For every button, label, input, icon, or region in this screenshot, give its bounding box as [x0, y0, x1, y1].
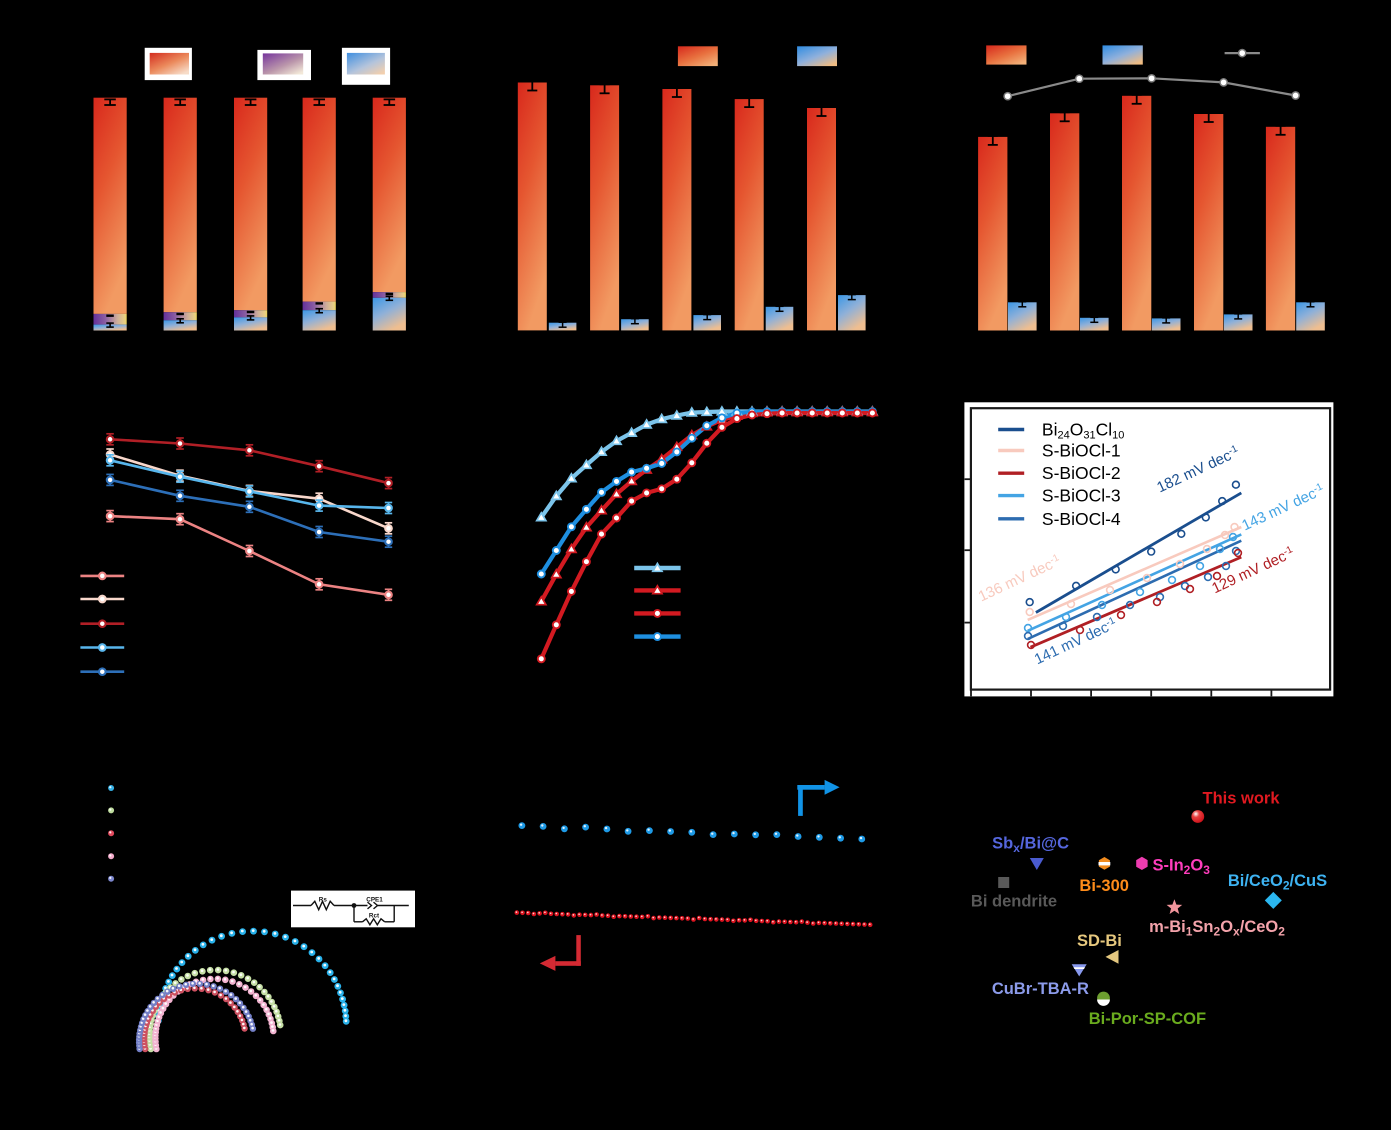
svg-text:Sbx/Bi@C: Sbx/Bi@C: [992, 835, 1069, 856]
svg-text:Rct: Rct: [369, 913, 380, 920]
svg-text:S-BiOCl-3: S-BiOCl-3: [1042, 486, 1121, 506]
svg-text:Bi-300: Bi-300: [1079, 877, 1129, 895]
svg-text:This work: This work: [1202, 790, 1280, 808]
svg-text:Rs: Rs: [319, 896, 328, 903]
svg-text:Bi dendrite: Bi dendrite: [971, 892, 1057, 910]
svg-text:Bi24O31Cl10: Bi24O31Cl10: [1042, 420, 1124, 442]
svg-text:Bi/CeO2/CuS: Bi/CeO2/CuS: [1228, 872, 1327, 893]
svg-text:SD-Bi: SD-Bi: [1077, 932, 1122, 950]
svg-text:S-BiOCl-4: S-BiOCl-4: [1042, 509, 1121, 529]
svg-text:S-BiOCl-1: S-BiOCl-1: [1042, 441, 1121, 461]
svg-text:m-Bi1Sn2Ox/CeO2: m-Bi1Sn2Ox/CeO2: [1149, 918, 1285, 939]
svg-text:S-BiOCl-2: S-BiOCl-2: [1042, 463, 1121, 483]
svg-text:S-In2O3: S-In2O3: [1153, 856, 1211, 877]
svg-text:CPE1: CPE1: [366, 896, 383, 903]
svg-text:Bi-Por-SP-COF: Bi-Por-SP-COF: [1089, 1010, 1206, 1028]
svg-text:CuBr-TBA-R: CuBr-TBA-R: [992, 980, 1089, 998]
